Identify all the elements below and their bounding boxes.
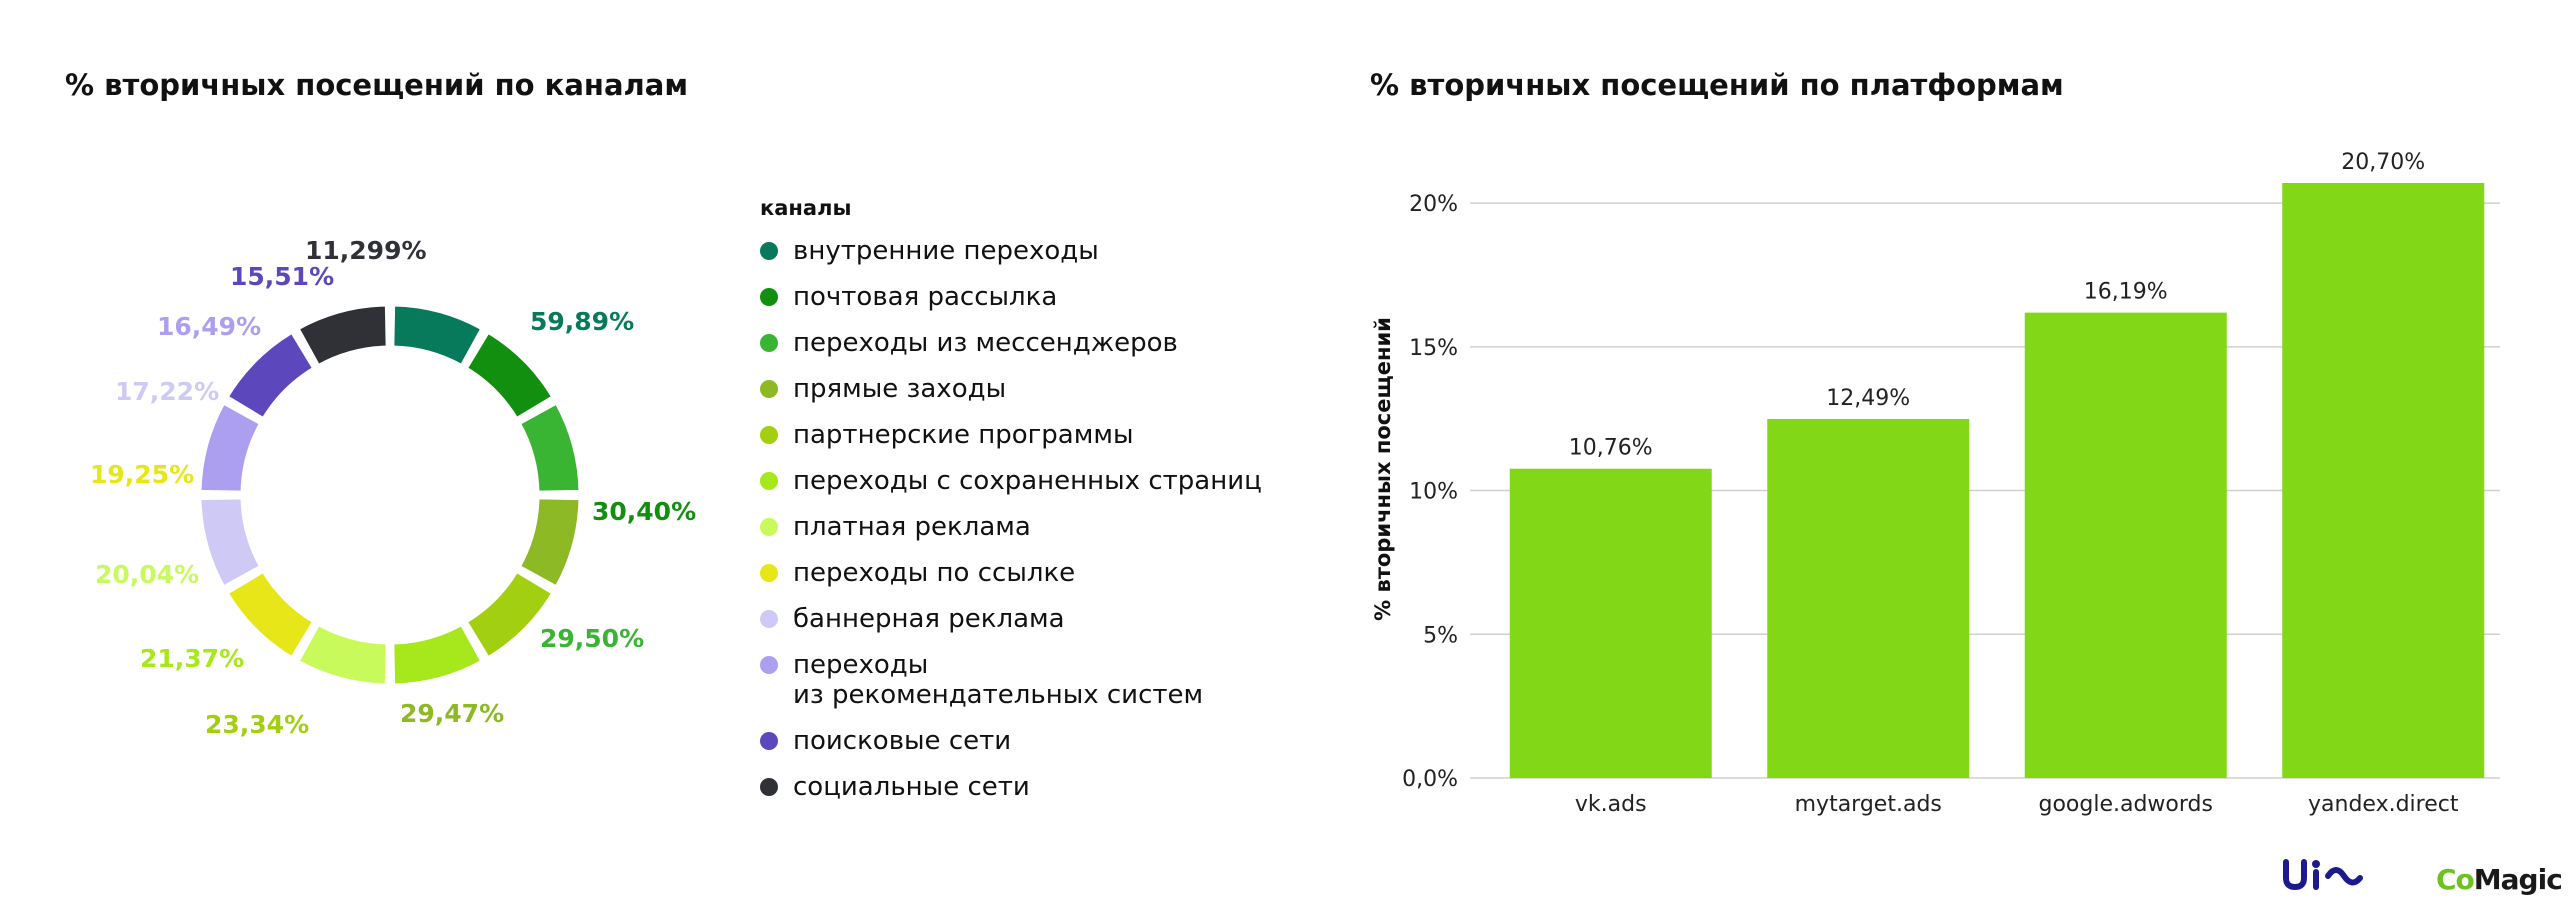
- legend-item: переходы из рекомендательных систем: [760, 650, 1320, 710]
- y-tick-label: 15%: [1409, 336, 1458, 361]
- donut-slice: [198, 496, 262, 589]
- legend-item: переходы с сохраненных страниц: [760, 466, 1320, 496]
- slice-value-label: 17,22%: [115, 377, 219, 406]
- bar-value-label: 12,49%: [1826, 386, 1910, 411]
- donut-slice: [198, 401, 262, 494]
- legend-label: прямые заходы: [793, 374, 1007, 404]
- donut-slice: [296, 303, 389, 367]
- bar-value-label: 10,76%: [1569, 436, 1653, 461]
- bar-chart: 0,0% 5% 10% 15% 20% % вторичных посещений 10,7…: [1371, 150, 2500, 817]
- legend-item: прямые заходы: [760, 374, 1320, 404]
- legend-swatch: [760, 380, 778, 398]
- legend-item: баннерная реклама: [760, 604, 1320, 634]
- donut-slice: [518, 401, 582, 494]
- bar-value-label: 20,70%: [2341, 150, 2425, 175]
- x-category-label: yandex.direct: [2308, 792, 2459, 817]
- y-tick-label: 10%: [1409, 480, 1458, 505]
- legend-swatch: [760, 564, 778, 582]
- slice-value-label: 11,299%: [305, 236, 427, 265]
- slice-value-label: 19,25%: [90, 460, 194, 489]
- donut-slice: [464, 330, 555, 421]
- legend-swatch: [760, 472, 778, 490]
- legend-swatch: [760, 426, 778, 444]
- legend-item: партнерские программы: [760, 420, 1320, 450]
- legend-label: партнерские программы: [793, 420, 1134, 450]
- donut-slice: [296, 623, 389, 687]
- y-axis-label: % вторичных посещений: [1371, 317, 1395, 621]
- legend-label: поисковые сети: [793, 726, 1012, 756]
- bar: [2282, 182, 2485, 778]
- donut-slice: [391, 623, 484, 687]
- legend-label: баннерная реклама: [793, 604, 1065, 634]
- legend-label: переходы с сохраненных страниц: [793, 466, 1262, 496]
- bar: [2024, 312, 2227, 778]
- legend-item: социальные сети: [760, 772, 1320, 802]
- legend-label: платная реклама: [793, 512, 1031, 542]
- legend-item: поисковые сети: [760, 726, 1320, 756]
- donut-chart: 59,89% 30,40% 29,50% 29,47% 23,34% 21,37% 20,0…: [90, 236, 696, 739]
- legend-item: платная реклама: [760, 512, 1320, 542]
- legend-swatch: [760, 656, 778, 674]
- donut-slice: [518, 496, 582, 589]
- uis-logo: [2283, 859, 2363, 891]
- x-category-label: google.adwords: [2039, 792, 2213, 817]
- donut-slice: [225, 569, 316, 660]
- y-tick-label: 20%: [1409, 192, 1458, 217]
- bar-chart-title: % вторичных посещений по платформам: [1370, 68, 2064, 102]
- legend-swatch: [760, 288, 778, 306]
- slice-value-label: 16,49%: [157, 312, 261, 341]
- slice-value-label: 21,37%: [140, 644, 244, 673]
- bar: [1509, 468, 1712, 778]
- donut-chart-title: % вторичных посещений по каналам: [65, 68, 689, 102]
- legend-swatch: [760, 242, 778, 260]
- slice-value-label: 30,40%: [592, 497, 696, 526]
- slice-value-label: 20,04%: [95, 560, 199, 589]
- legend-swatch: [760, 732, 778, 750]
- chart-legend: каналы внутренние переходы почтовая рассы…: [760, 196, 1320, 818]
- legend-label: внутренние переходы: [793, 236, 1099, 266]
- slice-value-label: 15,51%: [230, 262, 334, 291]
- legend-label: почтовая рассылка: [793, 282, 1058, 312]
- legend-swatch: [760, 610, 778, 628]
- legend-item: переходы из мессенджеров: [760, 328, 1320, 358]
- bar: [1767, 418, 1970, 778]
- legend-item: переходы по ссылке: [760, 558, 1320, 588]
- legend-title: каналы: [760, 196, 852, 220]
- legend-label: переходы по ссылке: [793, 558, 1076, 588]
- legend-label: переходы из рекомендательных систем: [793, 650, 1204, 710]
- donut-slice: [464, 569, 555, 660]
- x-category-label: vk.ads: [1575, 792, 1647, 817]
- legend-label: социальные сети: [793, 772, 1030, 802]
- slice-value-label: 23,34%: [205, 710, 309, 739]
- slice-value-label: 59,89%: [530, 307, 634, 336]
- comagic-logo: CoMagic: [2436, 863, 2563, 896]
- slice-value-label: 29,47%: [400, 699, 504, 728]
- legend-swatch: [760, 518, 778, 536]
- donut-slice: [225, 330, 316, 421]
- bar-value-label: 16,19%: [2084, 280, 2168, 305]
- donut-slice: [391, 303, 484, 367]
- legend-item: внутренние переходы: [760, 236, 1320, 266]
- legend-swatch: [760, 334, 778, 352]
- legend-swatch: [760, 778, 778, 796]
- legend-item: почтовая рассылка: [760, 282, 1320, 312]
- y-tick-label: 5%: [1423, 623, 1458, 648]
- y-tick-label: 0,0%: [1402, 767, 1458, 792]
- x-category-label: mytarget.ads: [1795, 792, 1942, 817]
- slice-value-label: 29,50%: [540, 624, 644, 653]
- legend-label: переходы из мессенджеров: [793, 328, 1178, 358]
